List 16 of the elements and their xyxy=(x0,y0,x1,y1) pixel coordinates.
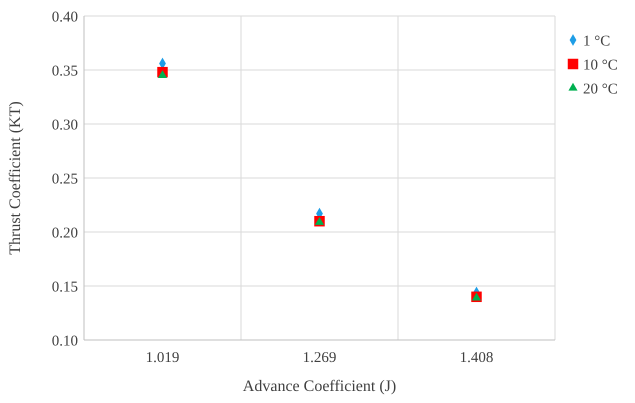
x-tick-label: 1.019 xyxy=(146,350,180,366)
x-tick-label: 1.408 xyxy=(460,350,494,366)
y-axis-title: Thrust Coefficient (KT) xyxy=(7,101,24,255)
y-tick-label: 0.15 xyxy=(52,279,78,296)
legend-label: 20 °C xyxy=(583,81,618,98)
legend-label: 1 °C xyxy=(583,33,610,50)
y-tick-label: 0.30 xyxy=(52,117,78,134)
y-tick-label: 0.20 xyxy=(52,225,78,242)
point xyxy=(158,70,168,78)
y-tick-label: 0.10 xyxy=(52,333,78,350)
legend-label: 10 °C xyxy=(583,57,618,74)
y-tick-label: 0.25 xyxy=(52,171,78,188)
x-axis-title: Advance Coefficient (J) xyxy=(242,378,396,395)
x-tick-label: 1.269 xyxy=(302,350,336,366)
y-tick-label: 0.35 xyxy=(52,63,78,80)
y-tick-label: 0.40 xyxy=(52,9,78,26)
